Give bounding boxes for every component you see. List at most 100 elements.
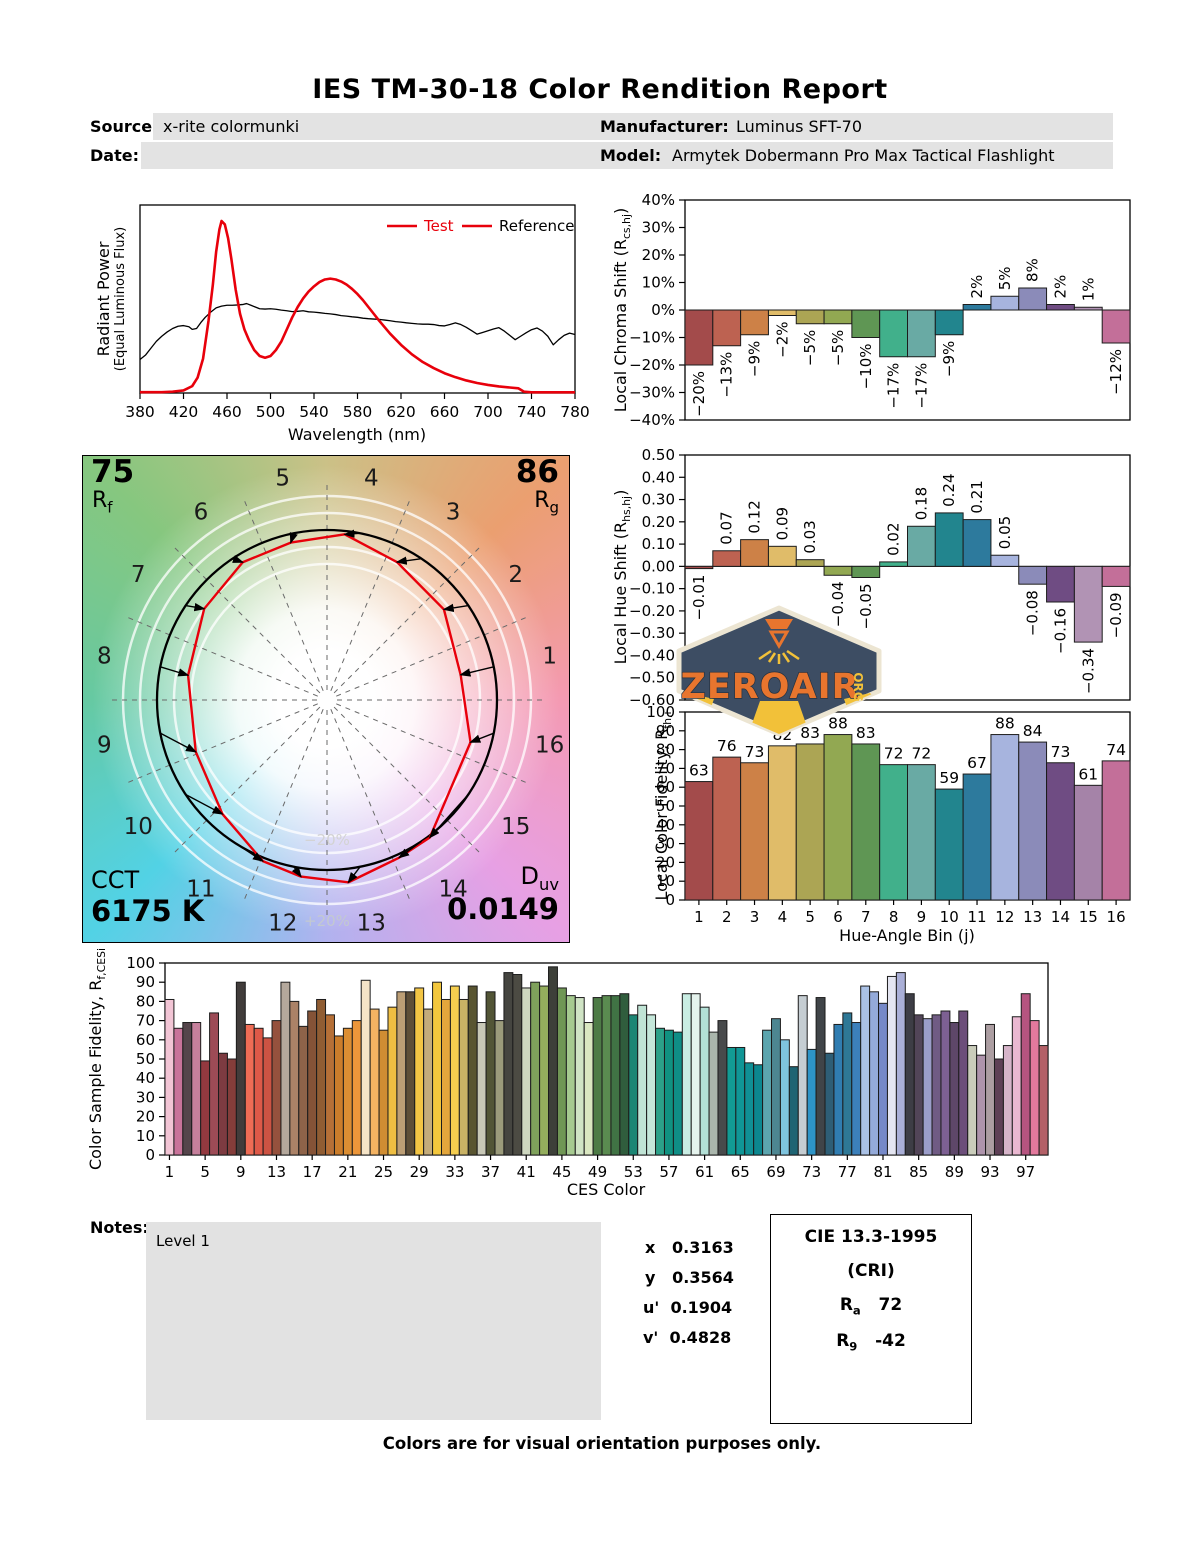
x-tick-label: 89	[945, 1163, 964, 1181]
value-labels: −20% −13% −9% −2% −5% −5% −10% −17% −17% −9% 2% 5% 8…	[690, 258, 1125, 417]
y-tick-label: 40%	[642, 191, 675, 209]
shift-arrow	[185, 793, 224, 815]
bin-number: 13	[357, 911, 386, 937]
bars	[684, 512, 1131, 643]
bar	[744, 1062, 755, 1156]
x-tick-label: 73	[802, 1163, 821, 1181]
x-tick-label: 93	[980, 1163, 999, 1181]
bar	[934, 788, 964, 901]
bar	[886, 975, 897, 1156]
bar	[1018, 287, 1048, 311]
shift-arrow	[347, 866, 361, 884]
bar	[962, 519, 992, 567]
x-tick-label: 460	[212, 403, 242, 421]
y-tick-label: −30%	[629, 384, 675, 402]
shift-arrow	[428, 793, 469, 839]
value-label: −17%	[912, 363, 930, 409]
y-tick-label: 80	[136, 992, 155, 1010]
bar	[226, 1058, 237, 1156]
ces-x-axis-label: CES Color	[566, 1180, 646, 1199]
bar	[467, 985, 478, 1156]
bar	[387, 1006, 398, 1156]
shift-arrow	[289, 531, 298, 544]
x-tick-label: 580	[343, 403, 373, 421]
x-tick-label: 4	[778, 908, 788, 926]
bar	[637, 1004, 648, 1156]
value-label: −9%	[940, 341, 958, 377]
y-tick-label: 70	[656, 759, 675, 777]
bar	[449, 985, 460, 1156]
value-label: 8%	[1024, 258, 1042, 282]
bar	[753, 1064, 764, 1156]
x-tick-label: 1	[694, 908, 704, 926]
bar	[672, 1031, 683, 1156]
x-tick-label: 13	[1023, 908, 1042, 926]
bar	[440, 998, 451, 1156]
bar	[904, 993, 915, 1156]
y-tick-label: 0.20	[642, 513, 675, 531]
bar	[879, 561, 908, 567]
x-tick-label: 15	[1079, 908, 1098, 926]
x-tick-label: 9	[236, 1163, 246, 1181]
date-label: Date:	[90, 146, 139, 165]
bar	[610, 995, 621, 1156]
bar	[690, 993, 701, 1156]
bar	[985, 1023, 995, 1156]
bar	[592, 997, 603, 1156]
value-label: −9%	[746, 341, 764, 377]
bars	[164, 966, 1049, 1156]
y-tick-label: 0.10	[642, 535, 675, 553]
bar	[530, 981, 541, 1156]
y-tick-label: 100	[646, 703, 675, 721]
bar	[351, 1020, 362, 1156]
bar	[218, 1052, 228, 1156]
x-tick-label: 81	[873, 1163, 892, 1181]
bar	[949, 1022, 960, 1156]
y-tick-label: 60	[136, 1031, 155, 1049]
bin-number: 1	[542, 644, 557, 670]
notes-value: Level 1	[156, 1232, 210, 1250]
y-tick-label: −0.60	[629, 691, 675, 709]
y-tick-label: −0.10	[629, 580, 675, 598]
legend: Test Reference	[387, 217, 575, 235]
model-label: Model:	[600, 146, 662, 165]
bar	[767, 545, 797, 567]
y-tick-label: 50	[136, 1050, 155, 1068]
bar	[164, 998, 175, 1156]
bar	[684, 781, 714, 901]
bar	[325, 1014, 335, 1156]
hue-bin-spoke	[127, 703, 318, 784]
y-tick-label: −10%	[629, 329, 675, 347]
bar	[797, 995, 808, 1156]
bar	[539, 985, 550, 1156]
bar	[990, 554, 1020, 567]
bar	[907, 309, 936, 358]
bar	[235, 981, 246, 1156]
bar	[740, 309, 769, 336]
spd-chart: 380 420 460 500 540 580 620 660 700 740 780 Test Ref…	[125, 204, 590, 421]
chromaticity-v-row: v' 0.4828	[643, 1328, 732, 1347]
x-tick-label: 3	[750, 908, 760, 926]
y-tick-label: −0.30	[629, 624, 675, 642]
value-label: 1%	[1079, 277, 1097, 301]
bar	[795, 309, 825, 325]
duv-value: 0.0149	[447, 892, 559, 926]
bar	[503, 972, 514, 1156]
bar	[209, 1012, 220, 1156]
badge-org-text: ORG	[851, 672, 865, 701]
x-tick-label: 37	[481, 1163, 500, 1181]
shift-arrow	[291, 866, 302, 878]
x-tick-label: 5	[200, 1163, 210, 1181]
local-chroma-shift-chart: −40% −30% −20% −10% 0% 10% 20% 30% 40% −20% −13% −9…	[629, 191, 1131, 429]
value-label: 88	[995, 715, 1015, 733]
fidelity-x-axis-label: Hue-Angle Bin (j)	[839, 926, 975, 945]
value-label: −12%	[1107, 349, 1125, 395]
y-tick-label: −40%	[629, 411, 675, 429]
hue-bin-spoke	[243, 709, 324, 900]
bar	[823, 734, 853, 901]
x-tick-label: 740	[517, 403, 547, 421]
badge-flashlight-icon	[758, 619, 800, 664]
y-tick-label: −0.40	[629, 646, 675, 664]
